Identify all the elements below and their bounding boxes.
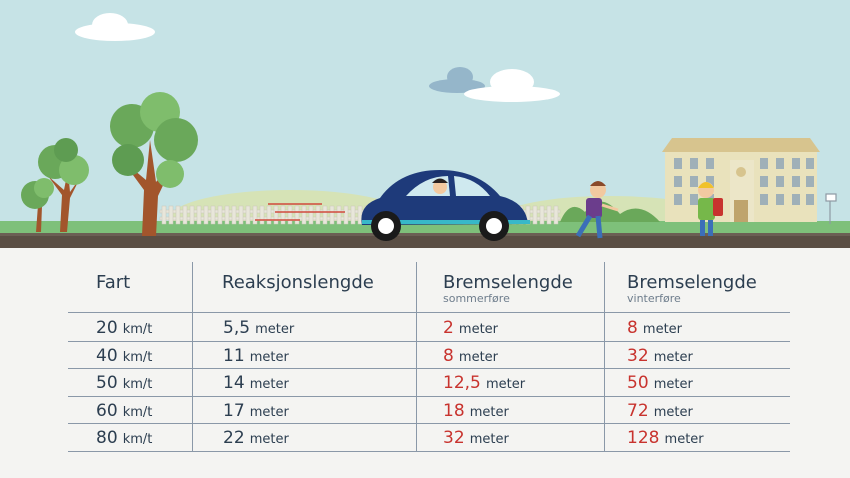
road-scene-illustration [0, 0, 850, 248]
row-divider [68, 423, 790, 424]
cell-value: 72 [627, 400, 649, 421]
summer-braking-cell: 12,5 meter [443, 373, 525, 393]
cell-value: 20 [96, 318, 118, 338]
cell-value: 40 [96, 345, 118, 366]
cell-value: 80 [96, 428, 118, 448]
cell-unit: km/t [122, 432, 153, 447]
cell-value: 17 [223, 400, 245, 421]
cell-value: 128 [627, 428, 660, 448]
column-subheader-winter: vinterføre [627, 292, 681, 305]
winter-braking-cell: 128 meter [627, 428, 704, 448]
speed-cell: 40 km/t [96, 346, 152, 366]
column-subheader-summer: sommerføre [443, 292, 510, 305]
child-icon [698, 182, 723, 236]
cell-unit: meter [485, 377, 526, 392]
speed-cell: 80 km/t [96, 428, 152, 448]
tree-icon [21, 178, 54, 232]
summer-braking-cell: 18 meter [443, 401, 509, 421]
row-divider [68, 368, 790, 369]
winter-braking-cell: 32 meter [627, 346, 693, 366]
speed-cell: 50 km/t [96, 373, 152, 393]
reaction-cell: 17 meter [223, 401, 289, 421]
cloud-icon [464, 69, 560, 102]
reaction-cell: 22 meter [223, 428, 289, 448]
basketball-hoop-icon [825, 193, 837, 224]
winter-braking-cell: 8 meter [627, 318, 682, 338]
cell-value: 50 [96, 373, 118, 393]
stopping-distance-table: Fart Reaksjonslengde Bremselengde sommer… [0, 248, 850, 478]
column-divider [416, 262, 417, 452]
row-divider [68, 340, 790, 342]
row-divider [68, 395, 790, 397]
cell-value: 50 [627, 373, 649, 393]
school-building-icon [662, 138, 820, 222]
summer-braking-cell: 8 meter [443, 346, 498, 366]
cell-unit: meter [653, 349, 693, 365]
column-header-reaction: Reaksjonslengde [222, 272, 374, 293]
cloud-icon [429, 67, 485, 93]
cell-value: 60 [96, 400, 118, 421]
winter-braking-cell: 50 meter [627, 373, 693, 393]
row-divider [68, 312, 790, 313]
reaction-cell: 11 meter [223, 346, 289, 366]
cell-value: 8 [627, 318, 638, 338]
cell-value: 22 [223, 428, 245, 448]
summer-braking-cell: 2 meter [443, 318, 498, 338]
cell-unit: km/t [122, 377, 153, 392]
cell-value: 5,5 [223, 318, 251, 338]
cell-unit: meter [469, 432, 509, 447]
cell-unit: meter [255, 322, 295, 337]
cell-unit: meter [249, 349, 289, 365]
speed-lines [255, 203, 345, 221]
child-icon [575, 181, 619, 239]
cell-unit: meter [642, 322, 683, 337]
speed-cell: 60 km/t [96, 401, 152, 421]
cell-value: 18 [443, 400, 465, 421]
cell-value: 14 [223, 373, 245, 393]
cell-unit: meter [249, 404, 289, 420]
cell-value: 11 [223, 345, 245, 366]
reaction-cell: 5,5 meter [223, 318, 294, 338]
tree-icon [38, 138, 89, 232]
cell-value: 32 [443, 428, 465, 448]
cell-value: 32 [627, 345, 649, 366]
column-header-speed: Fart [96, 272, 131, 293]
cell-unit: meter [249, 377, 289, 392]
cloud-icon [75, 13, 155, 41]
cell-value: 8 [443, 345, 454, 366]
column-divider [192, 262, 193, 452]
cell-unit: meter [458, 322, 499, 337]
cell-unit: km/t [122, 404, 153, 420]
winter-braking-cell: 72 meter [627, 401, 693, 421]
column-header-braking-winter: Bremselengde [627, 272, 757, 293]
reaction-cell: 14 meter [223, 373, 289, 393]
column-header-braking-summer: Bremselengde [443, 272, 573, 293]
cell-unit: km/t [122, 322, 153, 337]
cell-unit: meter [469, 404, 509, 420]
cell-value: 2 [443, 318, 454, 338]
cell-unit: km/t [122, 349, 153, 365]
summer-braking-cell: 32 meter [443, 428, 509, 448]
speed-cell: 20 km/t [96, 318, 152, 338]
column-divider [604, 262, 605, 452]
tree-icon [110, 92, 198, 236]
cell-unit: meter [664, 432, 704, 447]
cell-unit: meter [653, 404, 693, 420]
cell-value: 12,5 [443, 373, 481, 393]
cell-unit: meter [249, 432, 289, 447]
row-divider [68, 450, 790, 452]
cell-unit: meter [653, 377, 693, 392]
car-icon [361, 170, 530, 241]
cell-unit: meter [458, 349, 499, 365]
